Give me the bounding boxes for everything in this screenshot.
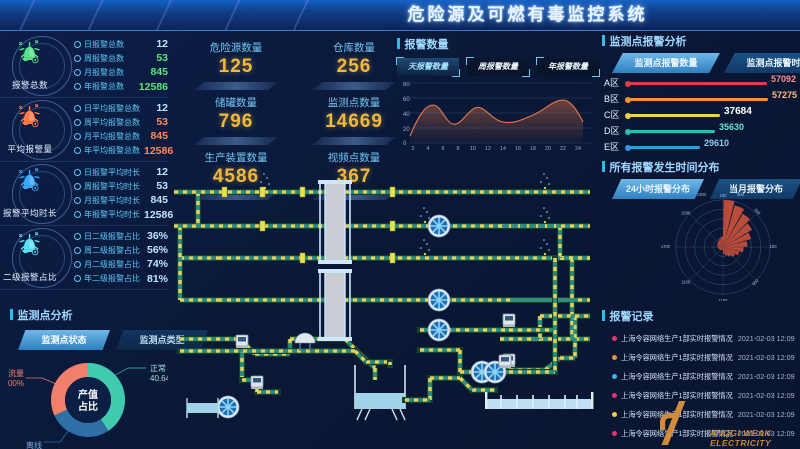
svg-text:20: 20 [403, 127, 410, 133]
svg-text:40: 40 [403, 112, 410, 118]
svg-text:60: 60 [403, 97, 410, 103]
svg-text:1700: 1700 [661, 244, 671, 249]
svg-text:14: 14 [500, 146, 506, 152]
svg-text:1100: 1100 [719, 298, 729, 301]
svg-text:2: 2 [412, 146, 415, 152]
svg-text:10: 10 [470, 146, 476, 152]
svg-text:24: 24 [575, 146, 581, 152]
svg-text:32.00%: 32.00% [8, 379, 24, 388]
svg-text:80: 80 [403, 82, 410, 88]
svg-text:900: 900 [751, 278, 760, 287]
svg-text:离线: 离线 [26, 440, 42, 449]
svg-text:4: 4 [427, 146, 430, 152]
svg-text:流量: 流量 [8, 368, 24, 378]
svg-text:0: 0 [403, 141, 407, 147]
svg-text:8: 8 [457, 146, 460, 152]
svg-text:1100: 1100 [681, 279, 691, 284]
svg-text:12: 12 [485, 146, 491, 152]
svg-text:1300: 1300 [697, 193, 707, 197]
svg-text:500: 500 [737, 193, 745, 197]
svg-text:20: 20 [545, 146, 551, 152]
svg-text:占比: 占比 [78, 400, 98, 413]
svg-text:1500: 1500 [681, 211, 691, 216]
svg-text:6: 6 [442, 146, 445, 152]
svg-text:100: 100 [720, 193, 728, 198]
svg-text:22: 22 [560, 146, 566, 152]
svg-text:100: 100 [770, 244, 778, 249]
svg-text:产值: 产值 [78, 388, 98, 401]
svg-text:16: 16 [515, 146, 521, 152]
svg-text:500: 500 [753, 207, 762, 216]
svg-text:18: 18 [530, 146, 536, 152]
